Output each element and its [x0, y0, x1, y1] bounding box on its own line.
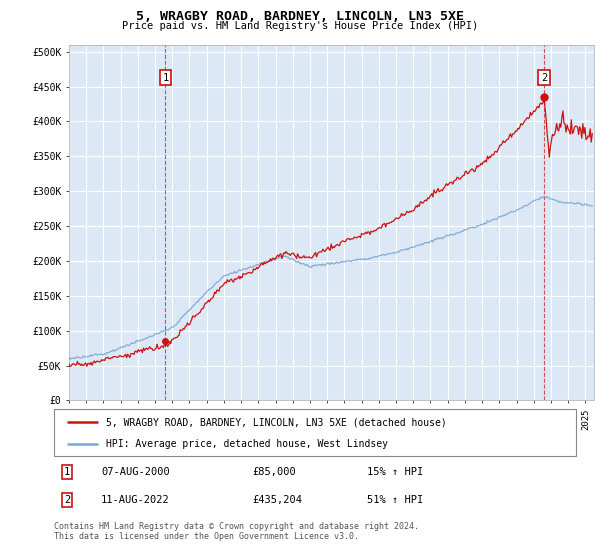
Text: 1: 1 — [64, 467, 70, 477]
Text: 2: 2 — [64, 495, 70, 505]
Text: Contains HM Land Registry data © Crown copyright and database right 2024.
This d: Contains HM Land Registry data © Crown c… — [54, 522, 419, 542]
Text: £435,204: £435,204 — [253, 495, 302, 505]
Text: £85,000: £85,000 — [253, 467, 296, 477]
Text: 11-AUG-2022: 11-AUG-2022 — [101, 495, 170, 505]
Text: HPI: Average price, detached house, West Lindsey: HPI: Average price, detached house, West… — [106, 439, 388, 449]
Text: 5, WRAGBY ROAD, BARDNEY, LINCOLN, LN3 5XE (detached house): 5, WRAGBY ROAD, BARDNEY, LINCOLN, LN3 5X… — [106, 417, 447, 427]
FancyBboxPatch shape — [54, 409, 576, 456]
Text: 1: 1 — [162, 73, 169, 82]
Text: 51% ↑ HPI: 51% ↑ HPI — [367, 495, 424, 505]
Text: 07-AUG-2000: 07-AUG-2000 — [101, 467, 170, 477]
Text: Price paid vs. HM Land Registry's House Price Index (HPI): Price paid vs. HM Land Registry's House … — [122, 21, 478, 31]
Text: 15% ↑ HPI: 15% ↑ HPI — [367, 467, 424, 477]
Text: 2: 2 — [541, 73, 547, 82]
Text: 5, WRAGBY ROAD, BARDNEY, LINCOLN, LN3 5XE: 5, WRAGBY ROAD, BARDNEY, LINCOLN, LN3 5X… — [136, 10, 464, 23]
